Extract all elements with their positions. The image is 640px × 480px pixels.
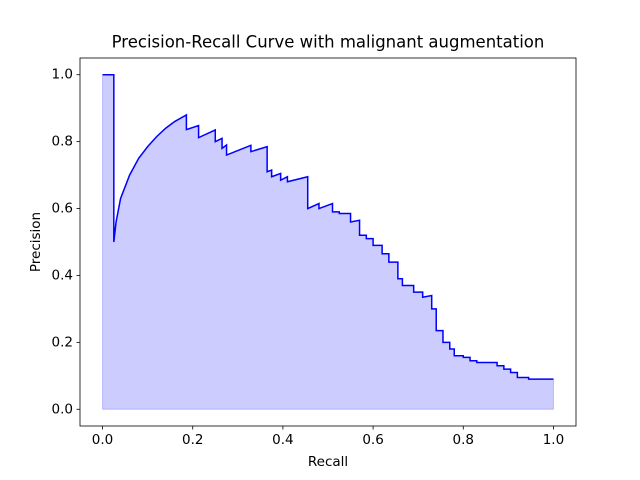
y-tick-label: 0.6	[52, 201, 73, 217]
y-tick-label: 0.4	[52, 267, 73, 283]
y-tick-label: 1.0	[52, 67, 73, 83]
y-tick-label: 0.8	[52, 134, 73, 150]
y-tick-label: 0.2	[52, 334, 73, 350]
x-tick-label: 0.0	[92, 432, 113, 448]
x-tick-label: 1.0	[543, 432, 564, 448]
y-axis-label: Precision	[28, 212, 44, 272]
x-tick-label: 0.2	[182, 432, 203, 448]
x-tick-label: 0.8	[453, 432, 474, 448]
line	[102, 73, 554, 380]
x-tick-label: 0.6	[362, 432, 383, 448]
plot-frame	[79, 57, 577, 427]
x-tick-label: 0.4	[272, 432, 293, 448]
x-axis-label: Recall	[308, 454, 348, 470]
chart-title: Precision-Recall Curve with malignant au…	[112, 33, 545, 52]
y-tick-label: 0.0	[52, 401, 73, 417]
